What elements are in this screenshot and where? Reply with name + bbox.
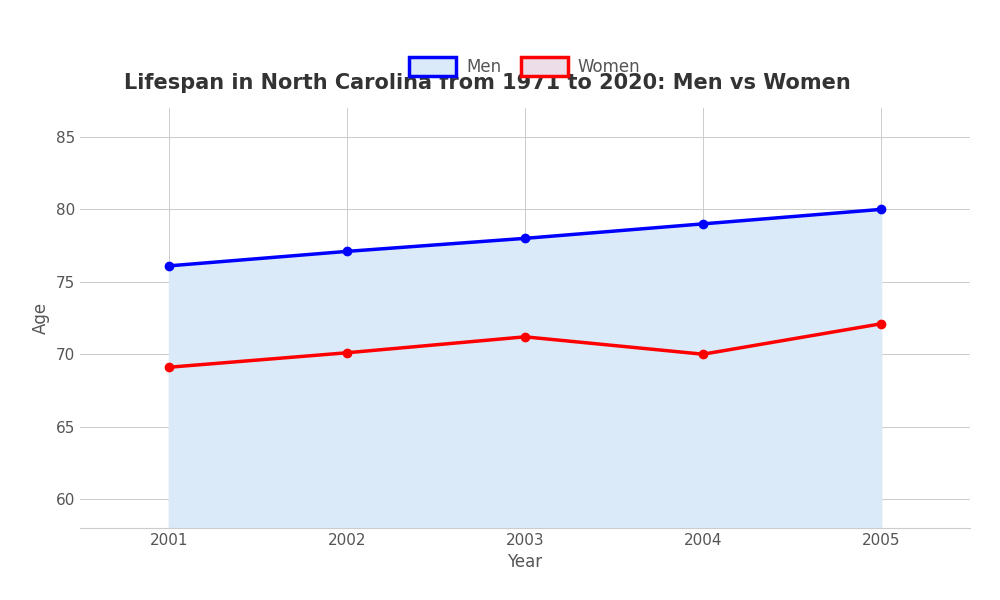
X-axis label: Year: Year [507, 553, 543, 571]
Text: Lifespan in North Carolina from 1971 to 2020: Men vs Women: Lifespan in North Carolina from 1971 to … [124, 73, 851, 92]
Legend: Men, Women: Men, Women [403, 50, 647, 83]
Y-axis label: Age: Age [32, 302, 50, 334]
